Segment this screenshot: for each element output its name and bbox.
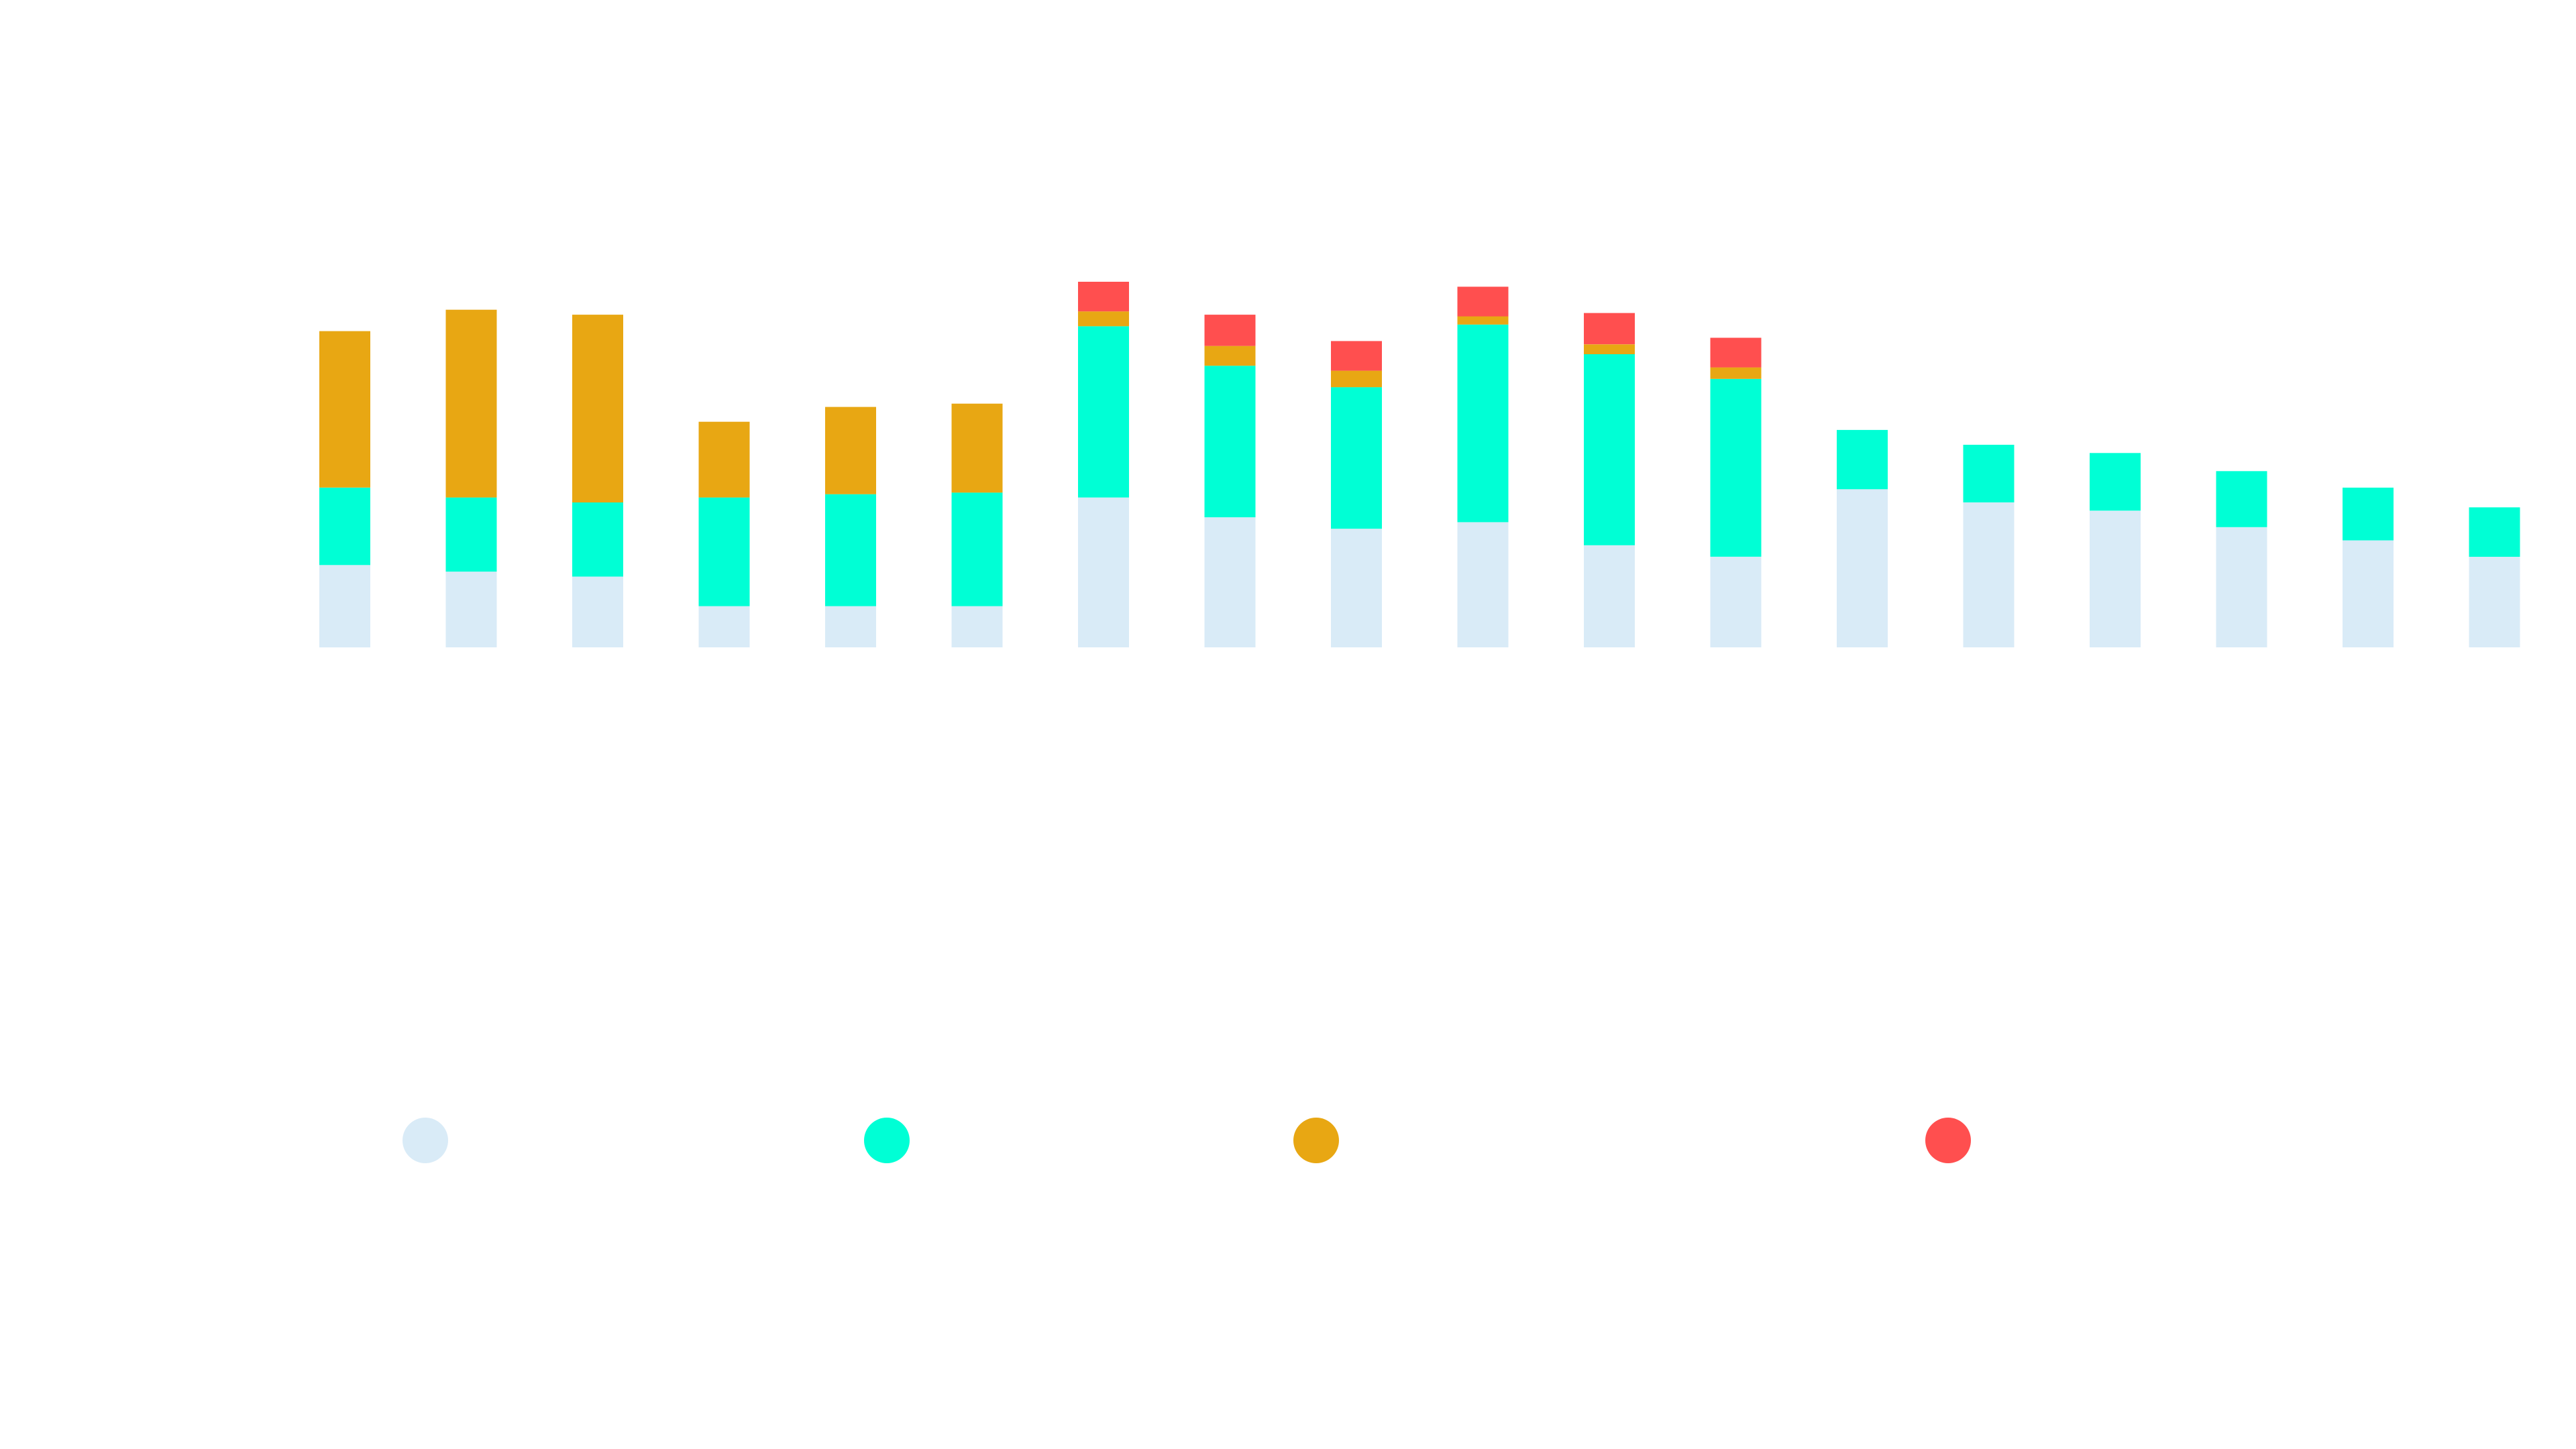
bar-segment-series-3-cat-4 (698, 421, 750, 498)
bar-segment-series-3-cat-10 (1457, 316, 1509, 325)
bar-segment-series-2-cat-13 (1837, 429, 1888, 490)
bar-segment-series-2-cat-3 (572, 502, 623, 577)
bar-segment-series-1-cat-14 (1963, 502, 2015, 647)
bar-segment-series-2-cat-6 (951, 492, 1003, 606)
bar-segment-series-3-cat-3 (572, 315, 623, 502)
bars-layer (319, 282, 2520, 648)
bar-segment-series-1-cat-8 (1204, 517, 1256, 647)
bar-segment-series-2-cat-10 (1457, 324, 1509, 523)
bar-segment-series-3-cat-11 (1584, 344, 1635, 354)
bar-segment-series-1-cat-3 (572, 576, 623, 647)
bar-segment-series-2-cat-14 (1963, 445, 2015, 502)
bar-segment-series-2-cat-7 (1078, 326, 1129, 498)
bar-segment-series-2-cat-2 (445, 497, 497, 572)
bar-segment-series-4-cat-12 (1710, 337, 1762, 368)
bar-segment-series-1-cat-4 (698, 606, 750, 647)
bar-segment-series-3-cat-7 (1078, 311, 1129, 327)
bar-segment-series-4-cat-7 (1078, 282, 1129, 312)
bar-segment-series-2-cat-5 (825, 494, 876, 606)
bar-segment-series-4-cat-9 (1331, 341, 1382, 371)
bar-segment-series-1-cat-15 (2090, 511, 2141, 647)
bar-segment-series-2-cat-1 (319, 487, 370, 566)
bar-segment-series-2-cat-9 (1331, 387, 1382, 529)
legend-marker-series-3[interactable] (1293, 1118, 1339, 1163)
bar-segment-series-2-cat-16 (2216, 471, 2267, 527)
bar-segment-series-1-cat-2 (445, 572, 497, 647)
bar-segment-series-2-cat-18 (2469, 507, 2520, 557)
bar-segment-series-1-cat-18 (2469, 557, 2520, 647)
bar-segment-series-4-cat-11 (1584, 313, 1635, 345)
bar-segment-series-1-cat-7 (1078, 497, 1129, 647)
bar-segment-series-4-cat-10 (1457, 286, 1509, 317)
bar-segment-series-4-cat-8 (1204, 315, 1256, 346)
bar-segment-series-1-cat-9 (1331, 529, 1382, 647)
bar-segment-series-3-cat-8 (1204, 345, 1256, 366)
bar-segment-series-1-cat-12 (1710, 557, 1762, 647)
bar-segment-series-1-cat-11 (1584, 545, 1635, 647)
bar-segment-series-3-cat-6 (951, 403, 1003, 493)
legend-marker-series-1[interactable] (402, 1118, 448, 1163)
bar-segment-series-3-cat-9 (1331, 370, 1382, 388)
bar-segment-series-2-cat-15 (2090, 453, 2141, 511)
legend-marker-series-4[interactable] (1925, 1118, 1971, 1163)
bar-segment-series-1-cat-13 (1837, 489, 1888, 647)
bar-segment-series-3-cat-12 (1710, 367, 1762, 379)
bar-segment-series-2-cat-8 (1204, 366, 1256, 518)
bar-segment-series-3-cat-1 (319, 331, 370, 488)
bar-segment-series-1-cat-10 (1457, 522, 1509, 647)
legend-marker-series-2[interactable] (864, 1118, 910, 1163)
bar-segment-series-2-cat-17 (2343, 487, 2394, 541)
bar-segment-series-2-cat-4 (698, 497, 750, 606)
bar-segment-series-1-cat-17 (2343, 540, 2394, 647)
bar-segment-series-3-cat-5 (825, 407, 876, 494)
bar-segment-series-2-cat-11 (1584, 354, 1635, 545)
bar-segment-series-1-cat-16 (2216, 527, 2267, 647)
bar-segment-series-2-cat-12 (1710, 378, 1762, 557)
bar-segment-series-1-cat-1 (319, 565, 370, 648)
bar-segment-series-3-cat-2 (445, 309, 497, 498)
legend (402, 1118, 1971, 1163)
bar-segment-series-1-cat-5 (825, 606, 876, 647)
bar-segment-series-1-cat-6 (951, 606, 1003, 647)
